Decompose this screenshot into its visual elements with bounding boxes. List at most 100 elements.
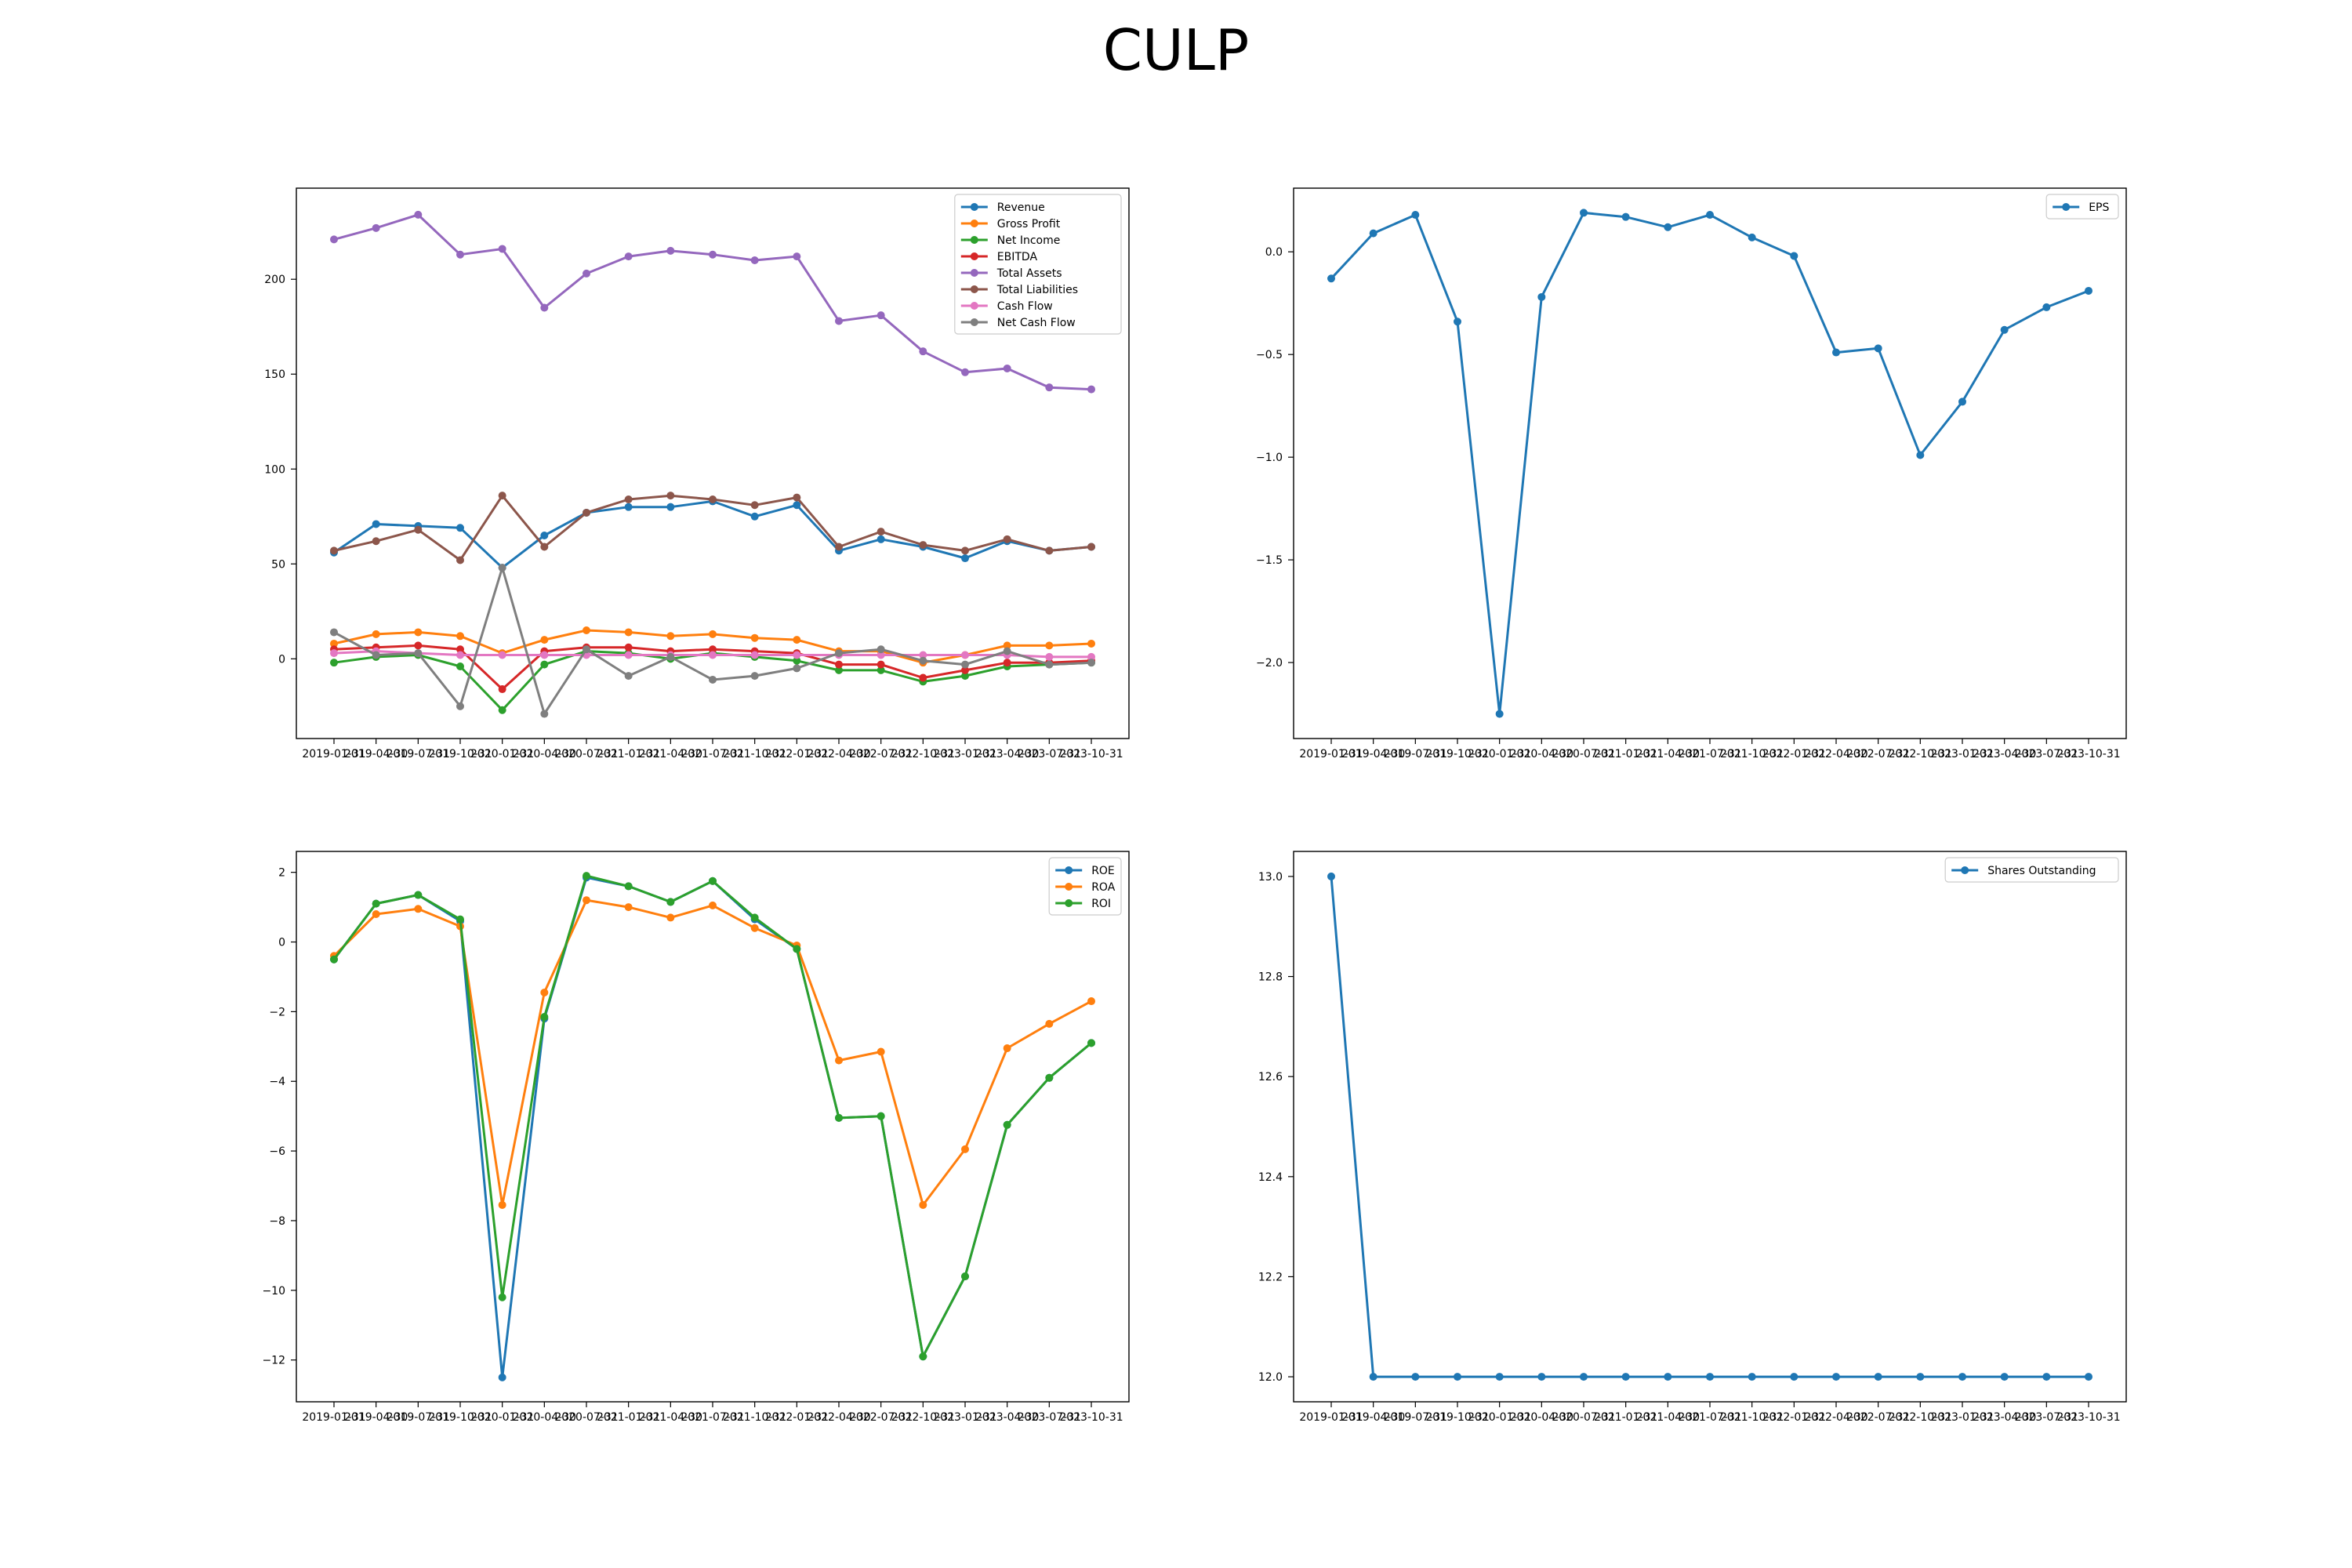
data-point: [583, 872, 590, 880]
data-point: [624, 903, 633, 912]
data-point: [1495, 710, 1504, 718]
data-point: [1045, 1073, 1054, 1082]
chart-returns: −12−10−8−6−4−2022019-01-312019-04-302019…: [262, 851, 1130, 1424]
data-point: [1748, 233, 1756, 241]
data-point: [1664, 223, 1672, 231]
data-point: [1327, 274, 1335, 283]
data-point: [709, 630, 717, 638]
legend-label: ROE: [1091, 865, 1115, 877]
series-revenue: [330, 497, 1095, 572]
series-line-roa: [332, 898, 1092, 1207]
data-point: [414, 891, 423, 899]
x-tick-label: 2020-01-31: [470, 1411, 534, 1424]
data-point: [540, 651, 549, 659]
legend-marker: [1065, 899, 1073, 907]
x-tick-label: 2021-10-31: [1720, 748, 1784, 760]
data-point: [624, 651, 633, 659]
legend-marker: [1065, 883, 1073, 891]
data-point: [1327, 872, 1335, 880]
data-point: [919, 1352, 927, 1361]
x-tick-label: 2020-04-30: [1510, 1411, 1573, 1424]
x-tick-label: 2021-07-31: [1678, 748, 1741, 760]
x-tick-label: 2022-04-30: [1804, 748, 1867, 760]
data-point: [1537, 292, 1546, 301]
x-tick-label: 2020-07-31: [1552, 748, 1615, 760]
x-tick-label: 2019-01-31: [1299, 1411, 1363, 1424]
y-tick-label: 0: [278, 937, 285, 949]
data-point: [835, 543, 843, 551]
data-point: [750, 633, 759, 642]
data-point: [709, 250, 717, 259]
data-point: [750, 651, 759, 659]
data-point: [877, 528, 885, 536]
x-tick-label: 2022-04-30: [807, 748, 870, 760]
data-point: [877, 660, 885, 669]
x-tick-label: 2023-10-31: [1059, 748, 1123, 760]
data-point: [1087, 652, 1095, 661]
data-point: [1874, 1373, 1882, 1381]
x-tick-label: 2019-01-31: [302, 748, 365, 760]
series-line-revenue: [333, 499, 1092, 569]
data-point: [1832, 348, 1840, 357]
x-tick-label: 2023-07-31: [2015, 1411, 2078, 1424]
data-point: [624, 628, 633, 637]
data-point: [666, 913, 675, 922]
data-point: [540, 303, 549, 312]
data-point: [1411, 1373, 1420, 1381]
data-point: [793, 501, 801, 510]
x-tick-label: 2021-01-31: [1594, 1411, 1657, 1424]
chart-shares-outstanding: 12.012.212.412.612.813.02019-01-312019-0…: [1258, 851, 2127, 1424]
legend-marker: [1065, 866, 1073, 874]
legend-marker: [970, 220, 978, 227]
data-point: [961, 554, 969, 563]
data-point: [624, 643, 633, 652]
data-point: [666, 246, 675, 255]
data-point: [1087, 543, 1095, 551]
data-point: [835, 660, 843, 669]
legend-marker: [970, 236, 978, 244]
data-point: [835, 1113, 843, 1122]
series-total-assets: [330, 210, 1095, 394]
x-tick-label: 2022-04-30: [1804, 1411, 1867, 1424]
y-tick-label: −2.0: [1256, 657, 1283, 670]
y-tick-label: −0.5: [1256, 349, 1283, 361]
data-point: [498, 706, 506, 714]
data-point: [666, 503, 675, 511]
series-roi: [330, 872, 1095, 1361]
x-tick-label: 2021-04-30: [1636, 748, 1700, 760]
y-tick-label: 12.8: [1258, 971, 1283, 984]
data-point: [1003, 659, 1011, 667]
x-tick-label: 2022-10-31: [1889, 1411, 1952, 1424]
data-point: [540, 1013, 549, 1022]
x-tick-label: 2020-01-31: [1468, 1411, 1531, 1424]
series-shares-outstanding: [1327, 872, 2092, 1381]
series-line-shares-outstanding: [1330, 876, 2089, 1378]
x-tick-label: 2022-04-30: [807, 1411, 870, 1424]
x-tick-label: 2020-07-31: [1552, 1411, 1615, 1424]
data-point: [1045, 641, 1054, 650]
data-point: [330, 659, 338, 667]
x-tick-label: 2023-01-31: [1930, 1411, 1994, 1424]
data-point: [498, 245, 506, 253]
x-tick-label: 2023-01-31: [933, 1411, 996, 1424]
legend-box: [2045, 194, 2119, 220]
y-tick-label: 200: [264, 274, 285, 286]
data-point: [498, 564, 506, 572]
data-point: [877, 651, 885, 659]
data-point: [961, 651, 969, 659]
data-point: [709, 495, 717, 503]
data-point: [624, 882, 633, 891]
data-point: [1087, 639, 1095, 648]
x-tick-label: 2019-01-31: [1299, 748, 1363, 760]
x-tick-label: 2023-07-31: [1018, 748, 1081, 760]
data-point: [2000, 1373, 2009, 1381]
data-point: [624, 252, 633, 261]
x-tick-label: 2023-01-31: [933, 748, 996, 760]
data-point: [709, 645, 717, 654]
x-tick-label: 2019-07-31: [387, 1411, 450, 1424]
data-point: [961, 1272, 969, 1281]
data-point: [709, 901, 717, 909]
y-tick-label: −10: [262, 1285, 285, 1298]
x-tick-label: 2021-07-31: [681, 748, 744, 760]
y-tick-label: 50: [271, 558, 285, 571]
